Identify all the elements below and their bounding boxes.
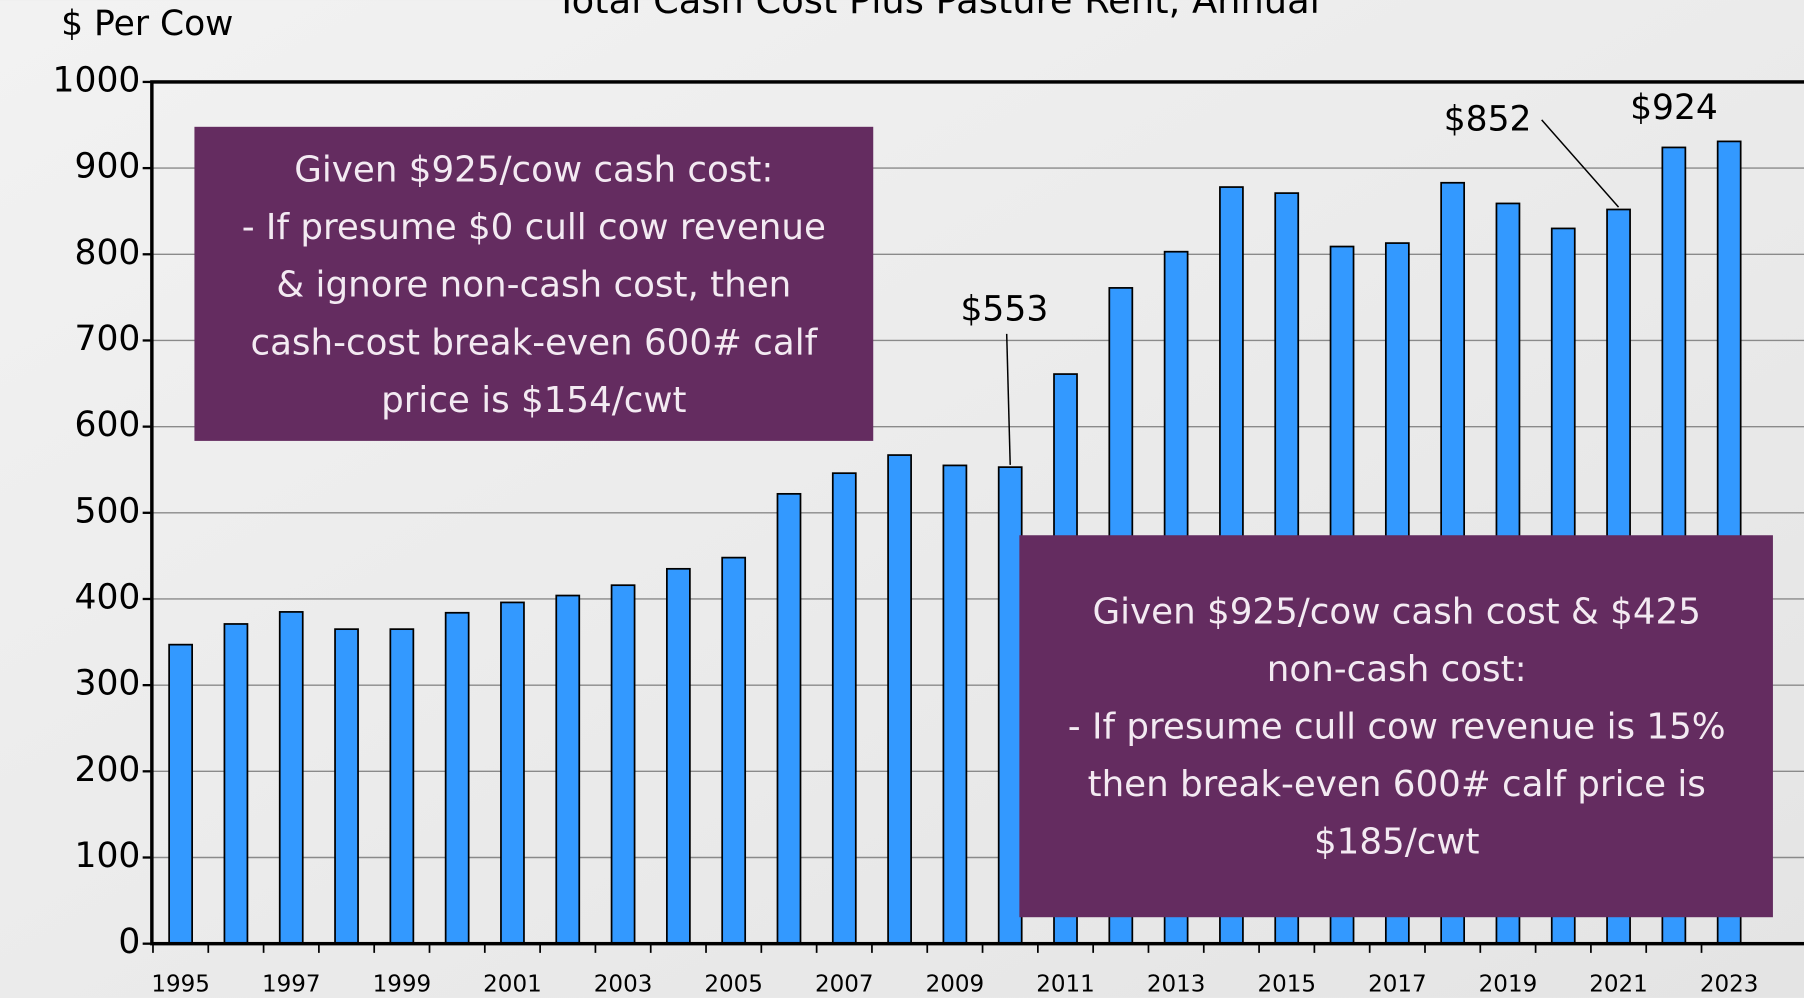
x-tick-label: 2021 (1589, 972, 1648, 998)
x-tick-label: 2023 (1700, 972, 1759, 998)
bar (278, 611, 304, 945)
annotation-line: Given $925/cow cash cost: (294, 150, 773, 191)
bar (997, 466, 1023, 945)
bar (223, 623, 249, 945)
bar (776, 492, 802, 945)
x-tick-label: 2001 (483, 972, 542, 998)
y-tick-label: 800 (75, 233, 141, 273)
annotation-box (194, 126, 874, 441)
x-tick-label: 2013 (1147, 972, 1206, 998)
leader-line (1541, 119, 1620, 208)
bar (666, 567, 691, 945)
annotation-line: price is $154/cwt (381, 380, 686, 421)
bar (887, 454, 912, 945)
labels: 0 100 200 300 400 500 600 700 800 900 1000 1995 1997… (53, 60, 1759, 997)
annotation-line: non-cash cost: (1267, 649, 1527, 690)
y-tick-label: 400 (75, 577, 141, 617)
bar (389, 628, 415, 945)
x-tick-label: 2019 (1479, 972, 1538, 998)
annotation-box (1019, 535, 1773, 918)
x-tick-label: 2009 (926, 972, 985, 998)
y-tick-label: 1000 (53, 60, 141, 100)
x-tick-label: 2017 (1368, 972, 1427, 998)
bar (444, 611, 470, 945)
x-tick-label: 1997 (262, 972, 321, 998)
plot-frame (150, 80, 1804, 946)
x-tick-label: 2015 (1257, 972, 1316, 998)
bar (555, 594, 581, 945)
value-label: $553 (960, 289, 1048, 329)
x-tick-label: 2003 (594, 972, 653, 998)
y-tick-label: 200 (75, 750, 141, 790)
x-tick-label: 1999 (373, 972, 432, 998)
bar (610, 584, 636, 945)
y-tick-label: 900 (75, 147, 141, 187)
y-tick-label: 100 (75, 836, 141, 876)
y-axis-label: $ Per Cow (61, 4, 233, 44)
x-tick-label: 2007 (815, 972, 874, 998)
annotation-line: Given $925/cow cash cost & $425 (1093, 591, 1701, 632)
chart-title: Total Cash Cost Plus Pasture Rent, Annua… (554, 0, 1319, 22)
bar (334, 628, 359, 945)
y-tick-label: 500 (75, 491, 141, 531)
x-tick-label: 2005 (704, 972, 763, 998)
y-tick-label: 600 (75, 405, 141, 445)
annotation-line: - If presume cull cow revenue is 15% (1068, 707, 1726, 748)
bar (942, 464, 968, 945)
annotation-line: cash-cost break-even 600# calf (250, 322, 818, 363)
leader-line (1005, 333, 1011, 465)
annotation-line: $185/cwt (1314, 822, 1480, 863)
value-label: $924 (1630, 88, 1718, 128)
x-tick-label: 1995 (151, 972, 210, 998)
y-tick-label: 0 (118, 922, 140, 962)
bar (721, 556, 747, 945)
value-label: $852 (1444, 100, 1532, 140)
annotation-line: & ignore non-cash cost, then (276, 265, 791, 306)
annotation-line: then break-even 600# calf price is (1088, 764, 1706, 805)
bar (831, 472, 857, 945)
x-tick-label: 2011 (1036, 972, 1095, 998)
annotation-text: Given $925/cow cash cost: - If presume $0… (242, 150, 1726, 863)
y-tick-label: 300 (75, 664, 141, 704)
y-tick-label: 700 (75, 319, 141, 359)
bar (168, 643, 193, 945)
annotation-line: - If presume $0 cull cow revenue (242, 207, 826, 248)
bar (500, 601, 525, 945)
